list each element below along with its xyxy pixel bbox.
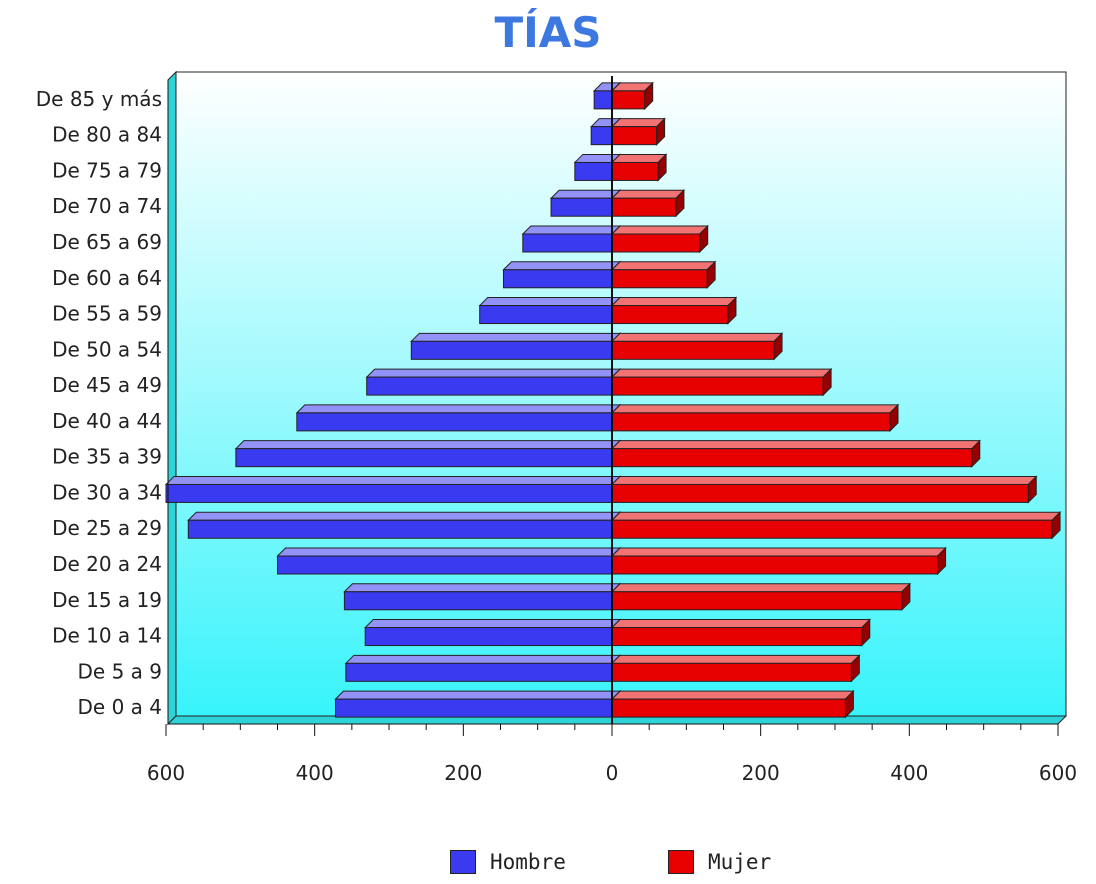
bar-mujer-10 xyxy=(610,332,784,361)
bar-hombre-9 xyxy=(365,367,622,397)
legend-swatch-hombre xyxy=(450,850,476,874)
category-label: De 15 a 19 xyxy=(52,588,162,612)
bar-mujer-5 xyxy=(610,511,1062,540)
bar-mujer-9 xyxy=(610,367,833,397)
bar-mujer-7 xyxy=(610,439,981,468)
legend-label-hombre: Hombre xyxy=(490,850,566,874)
bar-hombre-7 xyxy=(234,439,622,468)
bar-mujer-1 xyxy=(610,654,861,683)
category-label: De 85 y más xyxy=(36,87,162,111)
bar-hombre-3 xyxy=(343,582,622,611)
category-label: De 80 a 84 xyxy=(52,123,162,147)
bar-mujer-14 xyxy=(610,189,686,218)
bar-mujer-6 xyxy=(610,475,1038,504)
bar-mujer-0 xyxy=(610,689,855,719)
category-label: De 65 a 69 xyxy=(52,230,162,254)
bar-mujer-13 xyxy=(610,224,709,254)
category-label: De 70 a 74 xyxy=(52,194,162,218)
bar-mujer-8 xyxy=(610,403,900,433)
bar-mujer-2 xyxy=(610,618,871,647)
x-tick-label: 400 xyxy=(890,761,928,785)
legend: Hombre Mujer xyxy=(0,850,1096,880)
category-label: De 10 a 14 xyxy=(52,624,162,648)
bar-hombre-13 xyxy=(521,224,622,254)
pyramid-chart: 600 400 200 0 200 400 600 De 0 a 4 De 5 a 9 De 10… xyxy=(36,70,1077,785)
category-label: De 0 a 4 xyxy=(78,695,162,719)
x-tick-label: 200 xyxy=(444,761,482,785)
bar-hombre-0 xyxy=(334,689,622,719)
bar-hombre-5 xyxy=(187,511,622,540)
plot-side-wall xyxy=(167,70,177,726)
bar-mujer-15 xyxy=(610,153,668,182)
bar-hombre-8 xyxy=(295,403,622,433)
category-label: De 20 a 24 xyxy=(52,552,162,576)
category-label: De 30 a 34 xyxy=(52,480,162,504)
legend-item-mujer: Mujer xyxy=(668,850,771,874)
bar-mujer-11 xyxy=(610,296,738,325)
bar-hombre-11 xyxy=(478,296,622,325)
legend-item-hombre: Hombre xyxy=(450,850,566,874)
bar-mujer-4 xyxy=(610,546,947,576)
x-tick-label: 600 xyxy=(147,761,185,785)
bar-hombre-4 xyxy=(276,546,622,576)
bar-hombre-6 xyxy=(164,475,622,504)
bar-hombre-2 xyxy=(364,618,622,647)
bar-mujer-17 xyxy=(610,81,654,111)
bar-hombre-1 xyxy=(344,654,622,683)
legend-swatch-mujer xyxy=(668,850,694,874)
legend-label-mujer: Mujer xyxy=(708,850,772,874)
chart-title: TÍAS xyxy=(494,8,602,57)
category-label: De 45 a 49 xyxy=(52,373,162,397)
category-label: De 25 a 29 xyxy=(52,516,162,540)
x-tick-label: 200 xyxy=(742,761,780,785)
x-tick-label: 600 xyxy=(1039,761,1077,785)
bar-mujer-16 xyxy=(610,117,666,146)
category-label: De 40 a 44 xyxy=(52,409,162,433)
category-label: De 75 a 79 xyxy=(52,158,162,182)
bar-hombre-14 xyxy=(549,189,622,218)
category-label: De 55 a 59 xyxy=(52,302,162,326)
bar-hombre-10 xyxy=(410,332,622,361)
category-label: De 60 a 64 xyxy=(52,266,162,290)
bar-mujer-3 xyxy=(610,582,912,611)
x-tick-label: 0 xyxy=(606,761,619,785)
category-label: De 50 a 54 xyxy=(52,337,162,361)
x-tick-label: 400 xyxy=(296,761,334,785)
category-label: De 35 a 39 xyxy=(52,445,162,469)
category-label: De 5 a 9 xyxy=(78,659,162,683)
bar-mujer-12 xyxy=(610,260,717,289)
bar-hombre-12 xyxy=(502,260,622,289)
